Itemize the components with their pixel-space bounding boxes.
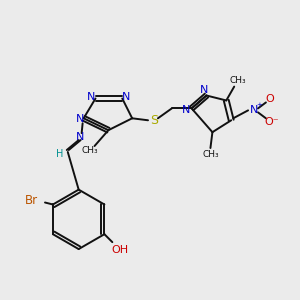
Text: N: N [250, 105, 258, 116]
Text: N: N [122, 92, 130, 103]
Text: CH₃: CH₃ [81, 146, 98, 155]
Text: N: N [182, 105, 190, 116]
Text: +: + [256, 102, 262, 108]
Text: H: H [56, 149, 64, 159]
Text: N: N [76, 132, 84, 142]
Text: S: S [150, 114, 158, 127]
Text: CH₃: CH₃ [230, 76, 247, 85]
Text: O⁻: O⁻ [265, 117, 279, 127]
Text: Br: Br [25, 194, 38, 207]
Text: N: N [87, 92, 96, 103]
Text: N: N [200, 85, 209, 94]
Text: OH: OH [112, 245, 129, 255]
Text: O: O [266, 94, 274, 104]
Text: CH₃: CH₃ [202, 151, 219, 160]
Text: N: N [76, 114, 84, 124]
